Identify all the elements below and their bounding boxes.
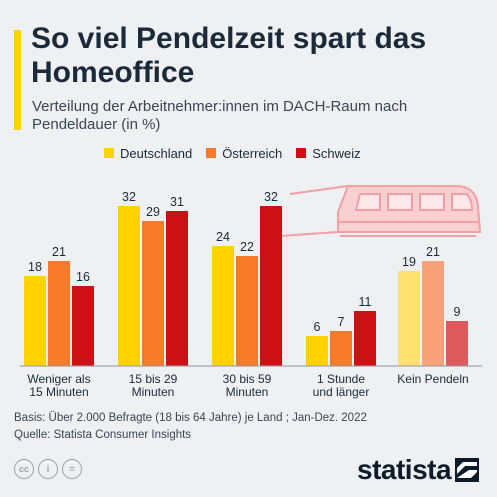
bar-0-2 <box>72 286 94 366</box>
data-label-0-0: 18 <box>28 260 42 274</box>
statista-logo-icon <box>455 458 480 482</box>
data-label-3-1: 7 <box>338 315 345 329</box>
data-label-2-1: 22 <box>240 240 254 254</box>
legend-label-deutschland: Deutschland <box>120 145 193 161</box>
footer-source: Quelle: Statista Consumer Insights <box>14 429 192 441</box>
bar-1-1 <box>142 221 164 366</box>
x-tick-label-3-1: und länger <box>313 385 370 399</box>
bar-0-0 <box>24 276 46 366</box>
data-label-4-0: 19 <box>402 255 416 269</box>
equals-icon[interactable]: = <box>62 459 82 479</box>
chart-subtitle: Verteilung der Arbeitnehmer:innen im DAC… <box>32 98 408 133</box>
person-icon[interactable]: i <box>38 459 58 479</box>
bar-0-1 <box>48 261 70 366</box>
data-label-3-0: 6 <box>314 320 321 334</box>
legend-label-oesterreich: Österreich <box>222 145 283 161</box>
x-tick-label-2-1: Minuten <box>226 385 269 399</box>
bar-2-1 <box>236 256 258 366</box>
legend-swatch-oesterreich <box>206 148 217 158</box>
bars-group: 18 21 16 32 29 31 24 22 32 6 7 11 19 21 9 <box>24 190 468 366</box>
legend-swatch-schweiz <box>296 148 307 158</box>
data-label-1-2: 31 <box>170 195 184 209</box>
data-label-0-1: 21 <box>52 245 66 259</box>
bar-3-1 <box>330 331 352 366</box>
legend-label-schweiz: Schweiz <box>312 145 361 161</box>
x-tick-label-1-0: 15 bis 29 <box>129 372 178 386</box>
license-icons: cc i = <box>14 459 86 479</box>
statista-logo-text: statista <box>357 454 452 485</box>
x-tick-label-3-0: 1 Stunde <box>317 372 365 386</box>
page-title: So viel Pendelzeit spart das Homeoffice <box>31 22 427 89</box>
bar-4-2 <box>446 321 468 366</box>
legend-item-deutschland: Deutschland <box>104 146 192 161</box>
data-label-4-2: 9 <box>454 305 461 319</box>
bar-4-0 <box>398 271 420 366</box>
legend-swatch-deutschland <box>104 148 114 158</box>
legend-item-schweiz: Schweiz <box>296 145 361 161</box>
bar-1-0 <box>118 206 140 366</box>
legend-item-oesterreich: Österreich <box>206 146 282 161</box>
data-label-3-2: 11 <box>359 295 372 309</box>
data-label-0-2: 16 <box>76 270 90 284</box>
data-label-1-1: 29 <box>146 205 160 219</box>
x-tick-label-2-0: 30 bis 59 <box>223 372 272 386</box>
bar-4-1 <box>422 261 444 366</box>
x-tick-label-1-1: Minuten <box>132 385 175 399</box>
bar-3-0 <box>306 336 328 366</box>
train-illustration <box>279 185 482 237</box>
data-label-1-0: 32 <box>122 190 136 204</box>
x-tick-label-0-0: Weniger als <box>27 372 90 386</box>
bar-2-0 <box>212 246 234 366</box>
x-tick-label-4-0: Kein Pendeln <box>397 372 468 386</box>
data-label-2-2: 32 <box>264 190 278 204</box>
cc-icon[interactable]: cc <box>14 459 34 479</box>
title-accent-bar <box>14 30 21 130</box>
bar-3-2 <box>354 311 376 366</box>
data-label-2-0: 24 <box>216 230 230 244</box>
statista-logo[interactable]: statista <box>357 454 480 486</box>
bar-1-2 <box>166 211 188 366</box>
data-label-4-1: 21 <box>426 245 440 259</box>
bar-2-2 <box>260 206 282 366</box>
chart-legend: Deutschland Österreich Schweiz <box>104 145 375 161</box>
footer-basis: Basis: Über 2.000 Befragte (18 bis 64 Ja… <box>14 412 367 424</box>
x-tick-label-0-1: 15 Minuten <box>29 385 88 399</box>
